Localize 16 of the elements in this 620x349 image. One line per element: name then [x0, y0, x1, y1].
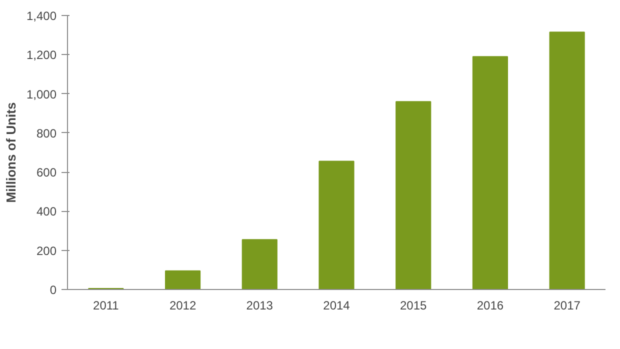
x-tick-label: 2016: [476, 298, 504, 312]
y-tick-label: 800: [36, 126, 57, 140]
y-tick-label: 1,000: [26, 87, 57, 102]
y-tick-label: 200: [36, 244, 57, 258]
y-tick-label: 1,200: [26, 48, 57, 62]
x-tick-label: 2017: [554, 298, 581, 312]
x-tick-label: 2012: [169, 298, 196, 312]
y-tick-label: 1,400: [26, 9, 57, 23]
x-tick-label: 2015: [400, 298, 428, 312]
x-tick-label: 2011: [93, 298, 120, 312]
y-tick-label: 0: [50, 283, 57, 297]
y-axis-title: Millions of Units: [3, 102, 18, 203]
y-tick-label: 600: [36, 166, 57, 180]
x-tick-label: 2014: [323, 298, 350, 312]
y-tick-label: 400: [36, 204, 57, 219]
x-tick-label: 2013: [246, 298, 274, 312]
